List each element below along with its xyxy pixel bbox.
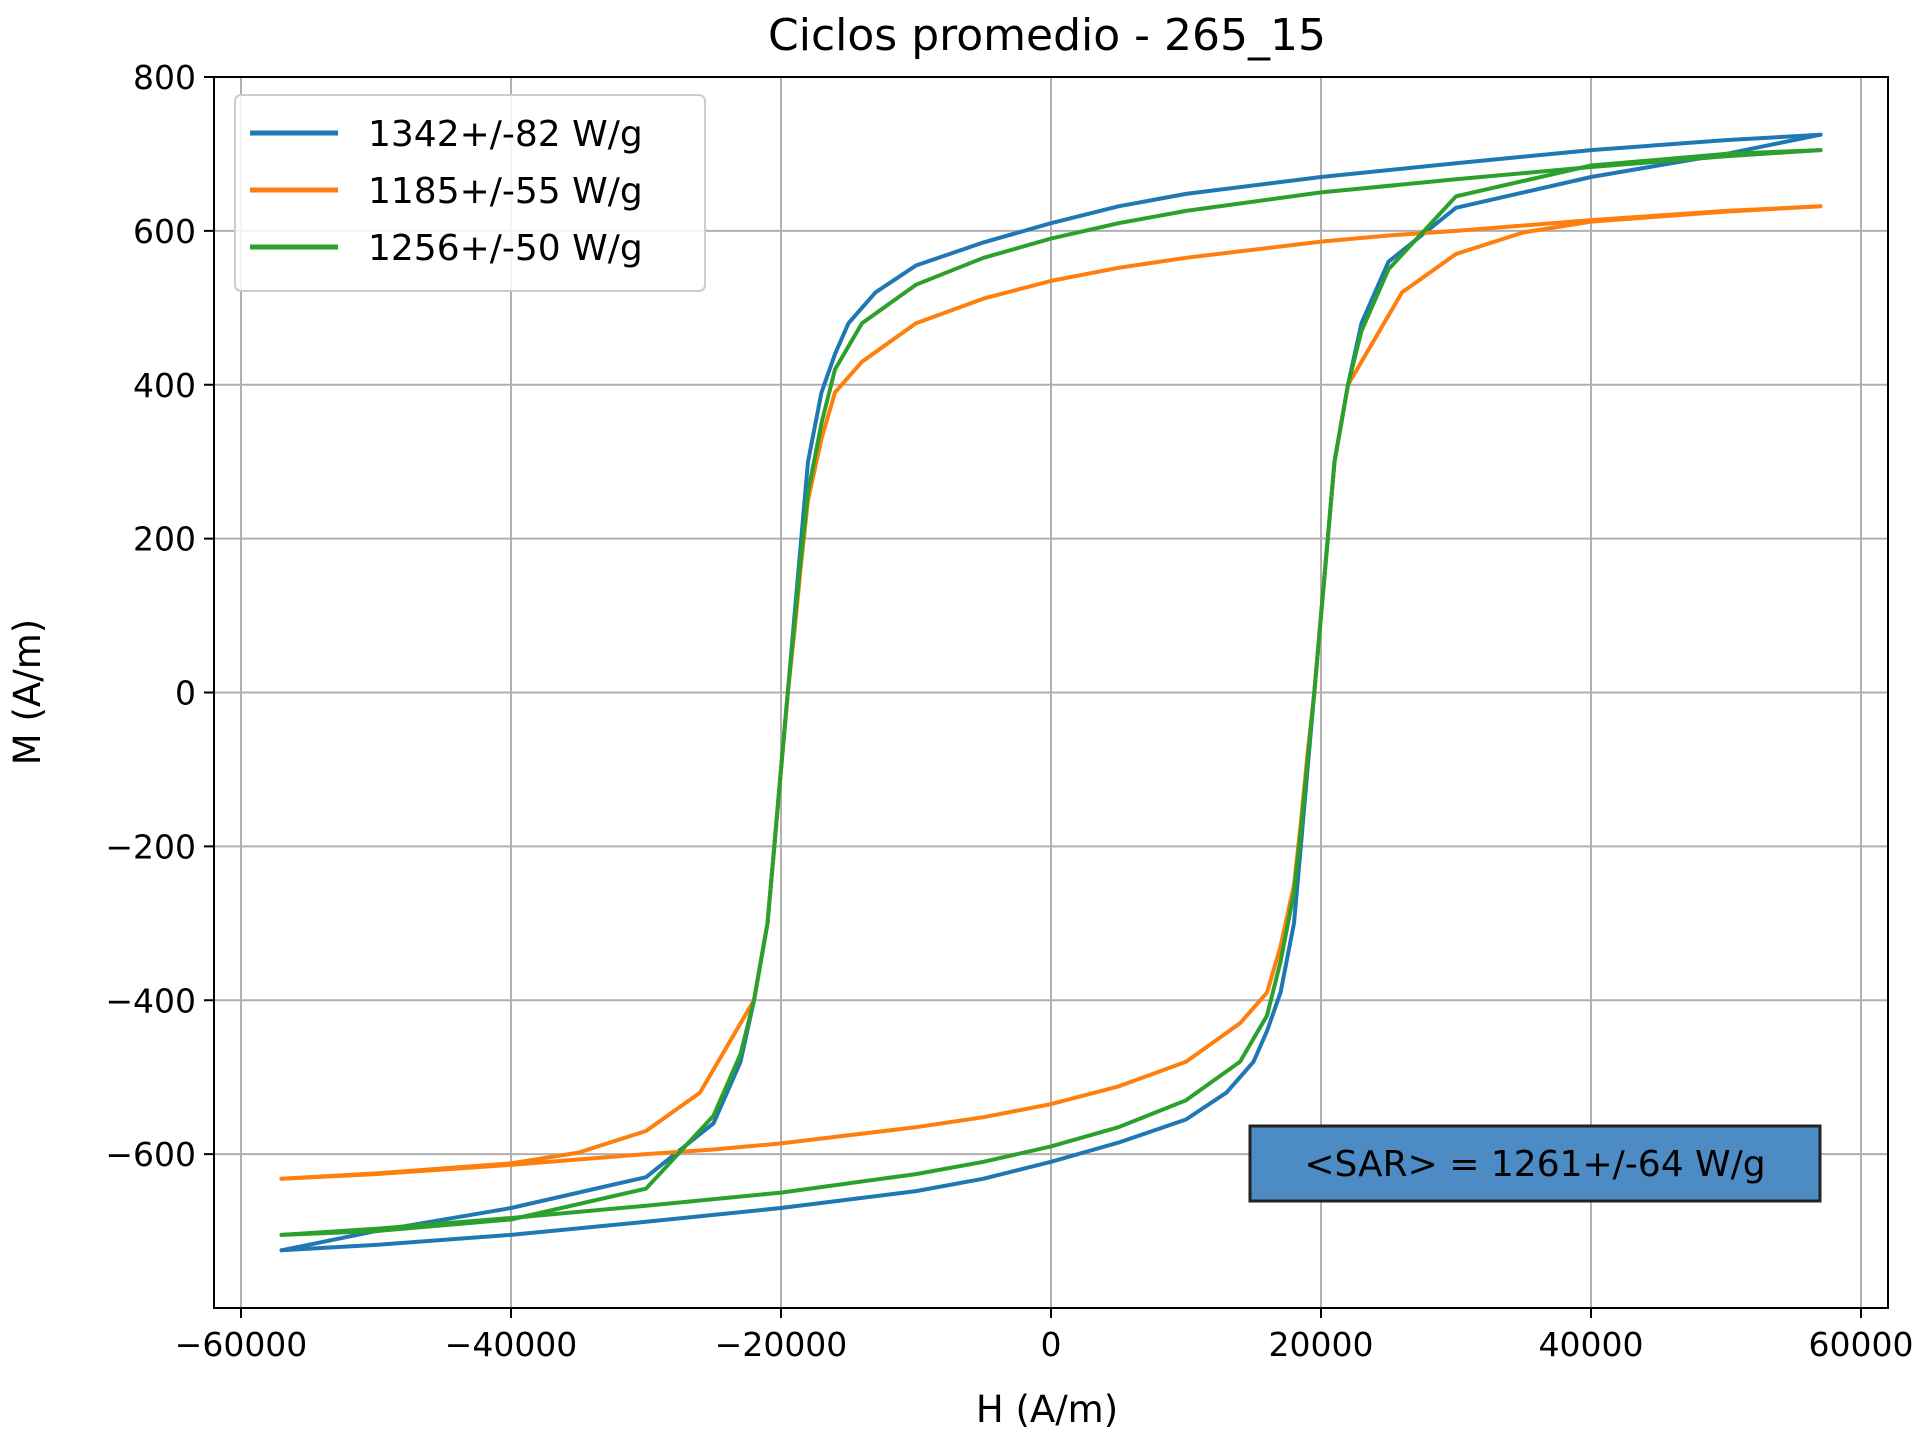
x-tick-label: 40000 xyxy=(1539,1325,1644,1364)
legend-box xyxy=(234,94,706,292)
series-1-lower-branch xyxy=(279,132,1823,1253)
x-tick-label: −40000 xyxy=(445,1325,578,1364)
legend: 1342+/-82 W/g 1185+/-55 W/g 1256+/-50 W/g xyxy=(234,94,706,292)
legend-label-3: 1256+/-50 W/g xyxy=(368,228,643,269)
x-axis-ticks: −60000 −40000 −20000 0 20000 40000 60000 xyxy=(175,1308,1914,1364)
x-tick-label: 20000 xyxy=(1269,1325,1374,1364)
sar-annotation-text: <SAR> = 1261+/-64 W/g xyxy=(1304,1144,1765,1185)
y-tick-label: −400 xyxy=(105,981,196,1020)
x-tick-label: −20000 xyxy=(715,1325,848,1364)
x-tick-label: 0 xyxy=(1041,1325,1062,1364)
x-tick-label: −60000 xyxy=(175,1325,308,1364)
y-tick-label: 0 xyxy=(175,674,196,713)
y-tick-label: 400 xyxy=(133,366,196,405)
legend-label-1: 1342+/-82 W/g xyxy=(368,114,643,155)
x-tick-label: 60000 xyxy=(1809,1325,1914,1364)
sar-annotation: <SAR> = 1261+/-64 W/g xyxy=(1248,1124,1822,1203)
y-tick-label: 200 xyxy=(133,520,196,559)
series-lines xyxy=(279,132,1823,1253)
series-3-lower-branch xyxy=(279,148,1823,1237)
series-3-upper-branch xyxy=(279,148,1823,1237)
legend-label-2: 1185+/-55 W/g xyxy=(368,171,643,212)
y-tick-label: 800 xyxy=(133,58,196,97)
y-axis-label: M (A/m) xyxy=(6,619,49,765)
sar-annotation-box xyxy=(1248,1124,1822,1203)
y-tick-label: 600 xyxy=(133,212,196,251)
y-tick-label: −200 xyxy=(105,827,196,866)
x-axis-label: H (A/m) xyxy=(976,1388,1118,1431)
y-tick-label: −600 xyxy=(105,1135,196,1174)
y-axis-ticks: −600 −400 −200 0 200 400 600 800 xyxy=(105,58,214,1174)
series-1-upper-branch xyxy=(279,132,1823,1253)
chart-title: Ciclos promedio - 265_15 xyxy=(768,10,1326,61)
